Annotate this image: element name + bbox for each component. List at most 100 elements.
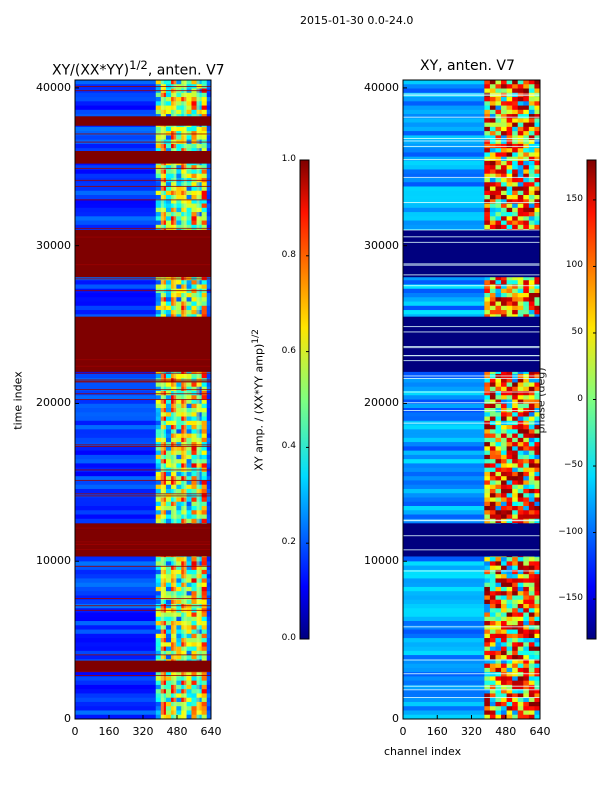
heatmap-cell xyxy=(403,310,485,315)
heatmap-cell xyxy=(501,476,507,481)
heatmap-cell xyxy=(206,514,211,520)
heatmap-cell xyxy=(517,305,524,311)
heatmap-cell xyxy=(160,97,167,102)
heatmap-cell xyxy=(506,80,513,85)
heatmap-cell xyxy=(512,684,519,690)
heatmap-cell xyxy=(171,429,177,434)
heatmap-cell xyxy=(517,139,524,145)
heatmap-cell xyxy=(160,220,167,226)
heatmap-cell xyxy=(501,224,507,230)
heatmap-cell xyxy=(165,471,172,477)
heatmap-cell xyxy=(191,480,197,485)
heatmap-cell xyxy=(160,638,167,643)
heatmap-cell xyxy=(160,373,167,379)
heatmap-cell xyxy=(501,642,507,647)
heatmap-cell xyxy=(201,280,208,285)
heatmap-cell xyxy=(160,565,167,571)
heatmap-cell xyxy=(517,177,524,183)
heatmap-cell xyxy=(534,97,541,102)
heatmap-cell xyxy=(181,510,187,515)
heatmap-cell xyxy=(495,165,502,170)
heatmap-cell xyxy=(403,638,485,643)
colorbar-tick-label: 0 xyxy=(577,393,583,404)
heatmap-cell xyxy=(176,454,182,460)
heatmap-cell xyxy=(523,195,530,200)
heatmap-cell xyxy=(181,480,187,485)
heatmap-cell xyxy=(489,284,496,290)
heatmap-cell xyxy=(501,399,507,405)
heatmap-cell xyxy=(512,297,519,302)
heatmap-cell xyxy=(165,382,172,388)
heatmap-cell xyxy=(181,386,187,392)
heatmap-cell xyxy=(489,582,496,588)
heatmap-cell xyxy=(534,488,541,494)
heatmap-cell xyxy=(506,199,513,204)
heatmap-cell xyxy=(206,569,211,575)
heatmap-cell xyxy=(403,284,485,290)
heatmap-cell xyxy=(186,565,192,571)
heatmap-cell xyxy=(160,420,167,426)
heatmap-cell xyxy=(489,288,496,294)
heatmap-cell xyxy=(495,450,502,456)
heatmap-cell xyxy=(523,433,530,439)
heatmap-cell xyxy=(484,659,491,664)
heatmap-cell xyxy=(181,701,187,707)
heatmap-cell xyxy=(181,650,187,656)
time-line xyxy=(403,626,540,628)
heatmap-cell xyxy=(165,420,172,426)
heatmap-cell xyxy=(75,220,156,226)
heatmap-cell xyxy=(517,467,524,473)
heatmap-cell xyxy=(186,633,192,639)
heatmap-cell xyxy=(201,135,208,140)
heatmap-cell xyxy=(206,586,211,592)
heatmap-cell xyxy=(155,488,162,494)
heatmap-cell xyxy=(489,126,496,132)
heatmap-cell xyxy=(176,603,182,609)
heatmap-cell xyxy=(517,463,524,468)
heatmap-cell xyxy=(206,169,211,175)
heatmap-cell xyxy=(181,395,187,400)
heatmap-cell xyxy=(523,625,530,630)
heatmap-cell xyxy=(528,224,535,230)
heatmap-cell xyxy=(186,199,192,204)
heatmap-cell xyxy=(501,706,507,711)
time-line xyxy=(75,167,211,169)
heatmap-cell xyxy=(534,288,541,294)
heatmap-cell xyxy=(512,471,519,477)
heatmap-cell xyxy=(523,169,530,175)
heatmap-cell xyxy=(512,621,519,626)
heatmap-cell xyxy=(181,450,187,456)
heatmap-cell xyxy=(489,506,496,511)
heatmap-cell xyxy=(176,382,182,388)
heatmap-cell xyxy=(534,595,541,601)
heatmap-cell xyxy=(506,310,513,315)
heatmap-cell xyxy=(155,591,162,596)
heatmap-cell xyxy=(160,378,167,383)
heatmap-cell xyxy=(523,471,530,477)
heatmap-cell xyxy=(495,203,502,209)
heatmap-cell xyxy=(176,501,182,507)
heatmap-cell xyxy=(506,446,513,451)
heatmap-cell xyxy=(534,122,541,128)
heatmap-cell xyxy=(206,689,211,694)
heatmap-cell xyxy=(75,186,156,192)
time-line xyxy=(403,140,540,142)
heatmap-cell xyxy=(75,148,156,153)
heatmap-cell xyxy=(155,275,162,281)
heatmap-cell xyxy=(506,701,513,707)
heatmap-cell xyxy=(506,629,513,635)
heatmap-cell xyxy=(489,433,496,439)
heatmap-cell xyxy=(534,301,541,307)
heatmap-cell xyxy=(484,139,491,145)
heatmap-cell xyxy=(489,616,496,622)
heatmap-cell xyxy=(528,689,535,694)
heatmap-cell xyxy=(75,399,156,405)
heatmap-cell xyxy=(403,454,485,460)
heatmap-cell xyxy=(165,701,172,707)
heatmap-cell xyxy=(403,565,485,571)
heatmap-cell xyxy=(534,182,541,187)
heatmap-cell xyxy=(176,314,182,319)
heatmap-cell xyxy=(181,684,187,690)
heatmap-cell xyxy=(484,101,491,106)
